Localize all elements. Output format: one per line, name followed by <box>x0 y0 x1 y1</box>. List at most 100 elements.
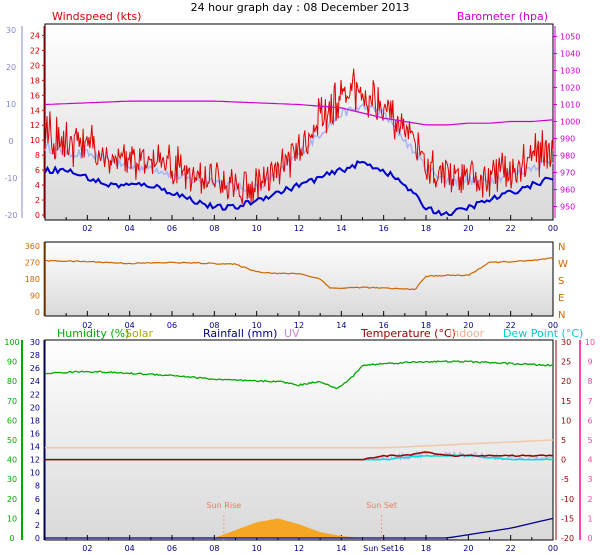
baro-tick-label: 1040 <box>560 50 580 59</box>
rain-tick-label: 6 <box>35 495 40 504</box>
wind-tick-label: 12 <box>30 121 40 130</box>
sunrise-label: Sun Rise <box>207 501 242 510</box>
direction-degree-label: 180 <box>25 275 40 284</box>
rain-tick-label: 18 <box>30 416 40 425</box>
hour-tick-label: 12 <box>294 544 304 553</box>
hour-tick-label: 10 <box>252 224 262 233</box>
baro-tick-label: 1000 <box>560 118 580 127</box>
wind-tick-label: 8 <box>35 151 40 160</box>
uv-tick-label: 5 <box>587 436 592 445</box>
baro-tick-label: 980 <box>560 152 575 161</box>
uv-tick-label: 9 <box>587 358 592 367</box>
uv-tick-label: 6 <box>587 416 592 425</box>
barometer-label: Barometer (hpa) <box>457 10 548 23</box>
temp-tick-label: 20 <box>561 377 571 386</box>
rainfall-line <box>45 517 554 539</box>
rain-tick-label: 12 <box>30 456 40 465</box>
rain-tick-label: 0 <box>35 534 40 543</box>
windspeed-label: Windspeed (kts) <box>52 10 141 23</box>
hour-tick-label: 10 <box>252 544 262 553</box>
hour-tick-label: 04 <box>125 321 135 330</box>
humidity-tick-label: 50 <box>7 436 17 445</box>
hour-tick-label: 22 <box>506 544 516 553</box>
humidity-tick-label: 0 <box>9 534 14 543</box>
rain-tick-label: 10 <box>30 469 40 478</box>
rain-tick-label: 22 <box>30 390 40 399</box>
baro-tick-label: 950 <box>560 203 575 212</box>
hour-tick-label: 22 <box>506 224 516 233</box>
hour-tick-label: 14 <box>336 321 346 330</box>
sunset-label: Sun Set <box>366 501 397 510</box>
humidity-tick-label: 70 <box>7 397 17 406</box>
uv-tick-label: 2 <box>587 495 592 504</box>
hour-tick-label: 16 <box>379 224 389 233</box>
uv-tick-label: 4 <box>587 456 592 465</box>
humidity-tick-label: 20 <box>7 495 17 504</box>
outer-axis-label: 10 <box>6 100 16 109</box>
rain-tick-label: 30 <box>30 338 40 347</box>
panel2-bg <box>44 241 554 317</box>
solar-label: Solar <box>125 327 154 340</box>
hour-tick-label: 12 <box>294 321 304 330</box>
rain-tick-label: 28 <box>30 351 40 360</box>
wind-tick-label: 22 <box>30 46 40 55</box>
rain-tick-label: 20 <box>30 403 40 412</box>
uv-tick-label: 7 <box>587 397 592 406</box>
temp-tick-label: -10 <box>561 495 574 504</box>
uv-tick-label: 10 <box>585 338 595 347</box>
hour-tick-label: 00 <box>548 321 558 330</box>
wind-tick-label: 6 <box>35 166 40 175</box>
baro-tick-label: 1020 <box>560 84 580 93</box>
hour-tick-label: 20 <box>463 544 473 553</box>
compass-label: W <box>558 259 568 270</box>
rain-tick-label: 2 <box>35 521 40 530</box>
rain-tick-label: 24 <box>30 377 40 386</box>
wind-tick-label: 16 <box>30 91 40 100</box>
rain-tick-label: 26 <box>30 364 40 373</box>
hour-tick-label: 18 <box>421 544 431 553</box>
barometer-line <box>44 100 554 126</box>
wind-tick-label: 14 <box>30 106 40 115</box>
uv-tick-label: 0 <box>587 534 592 543</box>
hour-tick-label: 10 <box>252 321 262 330</box>
rain-tick-label: 4 <box>35 508 40 517</box>
temp-tick-label: 30 <box>561 338 571 347</box>
outer-axis-label: 20 <box>6 63 16 72</box>
hour-tick-label: 16 <box>379 321 389 330</box>
windspeed-average-line <box>44 160 554 217</box>
temp-tick-label: 15 <box>561 397 571 406</box>
temperature-line <box>45 451 554 461</box>
hour-tick-label: 20 <box>463 321 473 330</box>
wind-tick-label: 0 <box>35 211 40 220</box>
hour-tick-label: 14 <box>336 544 346 553</box>
chart-title: 24 hour graph day : 08 December 2013 <box>191 1 410 14</box>
baro-tick-label: 970 <box>560 169 575 178</box>
windspeed-line <box>44 68 554 204</box>
indoor-label: Indoor <box>449 327 485 340</box>
hour-tick-label: Sun Set16 <box>363 544 404 553</box>
wind-tick-label: 10 <box>30 136 40 145</box>
compass-label: N <box>558 310 565 321</box>
hour-tick-label: 12 <box>294 224 304 233</box>
humidity-tick-label: 30 <box>7 475 17 484</box>
indoor-temp-line <box>45 439 554 449</box>
direction-degree-label: 360 <box>25 242 40 251</box>
temp-tick-label: 10 <box>561 416 571 425</box>
temp-tick-label: 25 <box>561 358 571 367</box>
dewpoint-label: Dew Point (°C) <box>503 327 583 340</box>
hour-tick-label: 02 <box>82 224 92 233</box>
hour-tick-label: 02 <box>82 544 92 553</box>
temp-tick-label: -15 <box>561 514 574 523</box>
baro-tick-label: 990 <box>560 135 575 144</box>
rain-tick-label: 16 <box>30 429 40 438</box>
baro-tick-label: 1050 <box>560 33 580 42</box>
uv-label: UV <box>284 327 300 340</box>
hour-tick-label: 06 <box>167 224 177 233</box>
humidity-tick-label: 40 <box>7 456 17 465</box>
wind-tick-label: 2 <box>35 196 40 205</box>
rain-tick-label: 14 <box>30 443 40 452</box>
direction-degree-label: 0 <box>35 308 40 317</box>
outer-axis-label: 30 <box>6 26 16 35</box>
